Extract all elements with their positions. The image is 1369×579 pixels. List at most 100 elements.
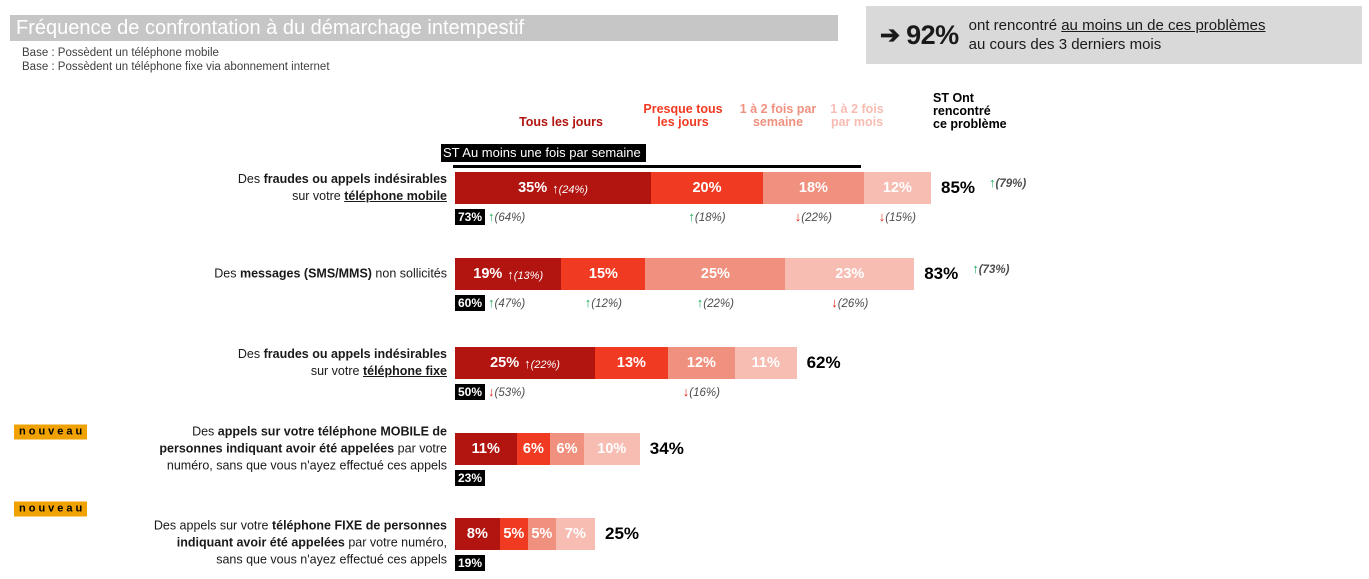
row-total: 62% (806, 353, 841, 372)
row-label: nouveau Des appels sur votre téléphone FI… (14, 500, 447, 569)
st-week-value-line: 73% ↑(64%) (455, 208, 525, 225)
up-arrow-icon: ↑ (989, 175, 996, 190)
column-header-st-total: ST Ont rencontré ce problème (933, 91, 1007, 131)
st-week-value-line: 23% (455, 469, 486, 486)
bar-segment: 25% ↑(22%) (455, 347, 595, 379)
trend-note: ↑(47%) (488, 295, 526, 310)
stacked-bar: 35% ↑(24%) 20% 18% 12% (455, 172, 931, 204)
segment-value: 25% (490, 355, 520, 371)
segment-value: 12% (882, 180, 912, 196)
st-week-value: 19% (455, 555, 486, 571)
up-arrow-icon: ↑ (688, 209, 695, 224)
base-note-fixe: Base : Possèdent un téléphone fixe via a… (22, 61, 330, 73)
trend-note: ↑(79%) (989, 175, 1027, 190)
bar-segment: 7% (555, 518, 595, 550)
down-arrow-icon: ↓ (488, 384, 495, 399)
chart-row-3: Des fraudes ou appels indésirables sur v… (0, 347, 1369, 407)
up-arrow-icon: ↑ (488, 295, 495, 310)
segment-value: 19% (473, 266, 503, 282)
trend-note: ↑(13%) (507, 266, 544, 282)
up-arrow-icon: ↑ (696, 295, 704, 310)
row-label: Des messages (SMS/MMS) non sollicités (214, 266, 447, 281)
up-arrow-icon: ↑ (552, 180, 559, 196)
up-arrow-icon: ↑ (488, 209, 495, 224)
row-label: Des fraudes ou appels indésirables sur v… (237, 347, 447, 378)
nouveau-badge: nouveau (14, 501, 88, 517)
legend-tous-les-jours: Tous les jours (519, 114, 603, 129)
stacked-bar: 25% ↑(22%) 13% 12% 11% (455, 347, 797, 379)
segment-value: 18% (798, 180, 828, 196)
segment-trend-note: ↓(16%) (683, 383, 720, 401)
base-note-mobile: Base : Possèdent un téléphone mobile (22, 47, 219, 59)
stacked-bar: 8% 5% 5% 7% (455, 518, 595, 550)
trend-note: ↑(22%) (696, 295, 734, 310)
trend-note: ↑(73%) (972, 261, 1010, 276)
st-week-value: 50% (455, 384, 486, 400)
segment-value: 10% (597, 441, 627, 457)
segment-value: 35% (518, 180, 548, 196)
segment-value: 13% (616, 355, 646, 371)
st-week-value: 73% (455, 209, 486, 225)
st-week-underline (453, 165, 861, 168)
bar-segment: 25% (645, 258, 786, 290)
down-arrow-icon: ↓ (794, 209, 802, 224)
up-arrow-icon: ↑ (584, 295, 592, 310)
up-arrow-icon: ↑ (507, 266, 514, 282)
segment-value: 6% (556, 441, 578, 457)
headline-stat-box: ➔ 92% ont rencontré au moins un de ces p… (866, 6, 1362, 64)
up-arrow-icon: ↑ (524, 355, 531, 371)
st-week-value: 60% (455, 295, 486, 311)
headline-text: ont rencontré au moins un de ces problèm… (968, 17, 1266, 53)
segment-value: 7% (564, 526, 586, 542)
trend-note: ↓(16%) (682, 384, 720, 399)
trend-note: ↓(26%) (831, 295, 869, 310)
chart-row-4: nouveau Des appels sur votre téléphone MO… (0, 424, 1369, 493)
segment-trend-note: ↑(18%) (688, 208, 725, 226)
segment-value: 6% (522, 441, 544, 457)
legend-1-2-fois-mois: 1 à 2 fois par mois (830, 102, 884, 129)
bar-segment: 8% (455, 518, 500, 550)
trend-note: ↓(53%) (488, 384, 526, 399)
trend-note: ↓(22%) (794, 209, 832, 224)
bar-segment: 19% ↑(13%) (455, 258, 562, 290)
bar-segment: 6% (516, 433, 551, 465)
bar-segment: 18% (763, 172, 864, 204)
segment-value: 5% (503, 526, 525, 542)
st-week-value-line: 50% ↓(53%) (455, 383, 526, 400)
down-arrow-icon: ↓ (831, 295, 838, 310)
bar-segment: 35% ↑(24%) (455, 172, 651, 204)
nouveau-badge: nouveau (14, 424, 88, 440)
segment-value: 23% (835, 266, 865, 282)
row-total: 34% (649, 439, 684, 458)
segment-value: 25% (700, 266, 730, 282)
segment-trend-note: ↑(12%) (585, 294, 622, 312)
bar-segment: 11% (455, 433, 517, 465)
page-title: Fréquence de confrontation à du démarcha… (10, 15, 838, 41)
segment-value: 5% (531, 526, 553, 542)
right-arrow-icon: ➔ (880, 21, 901, 49)
bar-segment: 6% (550, 433, 584, 465)
segment-value: 15% (588, 266, 618, 282)
stacked-bar: 11% 6% 6% 10% (455, 433, 640, 465)
segment-value: 8% (466, 526, 488, 542)
chart-row-5: nouveau Des appels sur votre téléphone FI… (0, 501, 1369, 578)
st-week-value-line: 19% (455, 554, 486, 571)
legend-presque-tous-les-jours: Presque tous les jours (643, 102, 723, 129)
row-label: nouveau Des appels sur votre téléphone MO… (14, 424, 447, 475)
chart-row-1: Des fraudes ou appels indésirables sur v… (0, 172, 1369, 232)
segment-trend-note: ↓(26%) (831, 294, 868, 312)
segment-value: 20% (692, 180, 722, 196)
st-week-value-line: 60% ↑(47%) (455, 294, 526, 311)
headline-value: 92% (906, 19, 959, 50)
segment-trend-note: ↓(22%) (795, 208, 832, 226)
bar-segment: 13% (595, 347, 668, 379)
row-total: 85% ↑(79%) (941, 175, 1027, 197)
bar-segment: 15% (561, 258, 646, 290)
segment-value: 11% (471, 441, 500, 457)
bar-segment: 11% (734, 347, 797, 379)
down-arrow-icon: ↓ (682, 384, 690, 399)
trend-note: ↑(12%) (584, 295, 622, 310)
row-total: 83% ↑(73%) (924, 261, 1010, 283)
st-week-value: 23% (455, 470, 486, 486)
